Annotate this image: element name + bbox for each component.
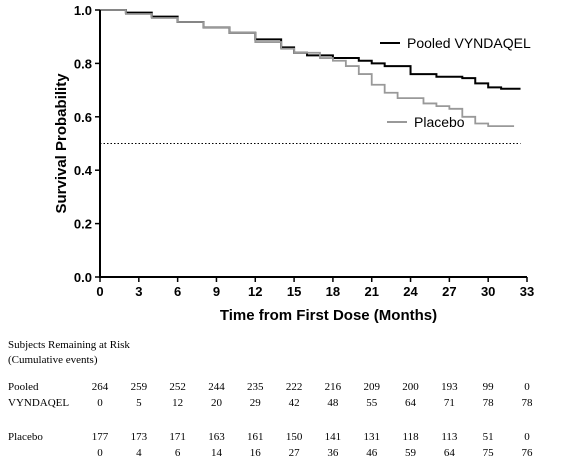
x-tick-label: 18 — [326, 284, 340, 299]
risk-at-risk-value: 113 — [441, 431, 458, 443]
risk-at-risk-value: 235 — [247, 381, 264, 393]
x-tick-label: 30 — [481, 284, 495, 299]
risk-events-value: 64 — [405, 397, 417, 409]
risk-at-risk-value: 244 — [208, 381, 225, 393]
risk-events-value: 14 — [210, 447, 222, 459]
risk-events-value: 76 — [521, 447, 533, 459]
risk-row-label-placebo: Placebo — [8, 431, 43, 443]
risk-events-value: 75 — [482, 447, 494, 459]
series-line-placebo — [100, 9, 515, 128]
risk-at-risk-value: 99 — [482, 381, 494, 393]
survival-chart: 0 3 6 9 12 15 18 21 24 27 30 33 0.00.20.40.60.81.0 … — [53, 3, 534, 324]
risk-at-risk-value: 264 — [91, 381, 109, 393]
risk-events-value: 59 — [405, 447, 417, 459]
y-tick-label: 1.0 — [74, 3, 92, 18]
risk-at-risk-value: 177 — [91, 431, 109, 443]
y-tick-label: 0.8 — [74, 56, 92, 71]
risk-row-label-pooled-line1: Pooled — [8, 381, 39, 393]
risk-at-risk-value: 259 — [130, 381, 148, 393]
y-tick-label: 0.6 — [74, 110, 92, 125]
y-tick-label: 0.4 — [74, 163, 93, 178]
x-tick-label: 27 — [442, 284, 456, 299]
risk-at-risk-value: 163 — [208, 431, 225, 443]
risk-events-value: 48 — [327, 397, 339, 409]
risk-events-value: 5 — [136, 397, 142, 409]
risk-at-risk-value: 0 — [524, 431, 530, 443]
risk-events-value: 16 — [249, 447, 261, 459]
risk-events-value: 20 — [210, 397, 222, 409]
x-tick-label: 0 — [96, 284, 103, 299]
y-tick-label: 0.2 — [74, 217, 92, 232]
y-axis-label: Survival Probability — [53, 73, 70, 214]
risk-events-value: 64 — [443, 447, 455, 459]
x-tick-label: 6 — [174, 284, 181, 299]
risk-at-risk-value: 173 — [130, 431, 148, 443]
risk-at-risk-value: 118 — [402, 431, 419, 443]
risk-events-value: 55 — [366, 397, 378, 409]
risk-at-risk-value: 171 — [169, 431, 186, 443]
risk-events-value: 29 — [249, 397, 261, 409]
risk-events-value: 27 — [288, 447, 300, 459]
risk-events-value: 46 — [366, 447, 378, 459]
risk-events-value: 4 — [136, 447, 142, 459]
risk-events-value: 6 — [174, 447, 181, 459]
risk-at-risk-value: 141 — [324, 431, 342, 443]
risk-events-value: 0 — [97, 447, 103, 459]
legend-label: Placebo — [414, 114, 465, 130]
risk-events-value: 78 — [482, 397, 494, 409]
risk-at-risk-value: 131 — [363, 431, 380, 443]
risk-events-value: 71 — [443, 397, 455, 409]
x-axis-label: Time from First Dose (Months) — [220, 307, 437, 324]
risk-at-risk-value: 150 — [285, 431, 303, 443]
risk-at-risk-value: 209 — [363, 381, 380, 393]
risk-row-label-pooled-line2: VYNDAQEL — [8, 397, 70, 409]
x-tick-label: 15 — [287, 284, 301, 299]
x-tick-label: 21 — [364, 284, 378, 299]
y-tick-label: 0.0 — [74, 270, 92, 285]
risk-at-risk-value: 193 — [441, 381, 458, 393]
x-tick-label: 3 — [135, 284, 142, 299]
risk-events-value: 0 — [97, 397, 103, 409]
risk-events-value: 42 — [288, 397, 300, 409]
risk-at-risk-value: 161 — [247, 431, 264, 443]
risk-events-value: 78 — [521, 397, 533, 409]
risk-at-risk-value: 252 — [169, 381, 186, 393]
x-tick-label: 33 — [520, 284, 534, 299]
x-tick-label: 9 — [213, 284, 220, 299]
risk-at-risk-value: 216 — [324, 381, 342, 393]
risk-events-value: 36 — [327, 447, 339, 459]
x-tick-label: 24 — [403, 284, 418, 299]
legend: Pooled VYNDAQEL Placebo — [380, 35, 531, 130]
risk-table-title: Subjects Remaining at Risk — [8, 339, 130, 351]
risk-at-risk-value: 222 — [285, 381, 303, 393]
risk-at-risk-value: 200 — [402, 381, 419, 393]
risk-events-value: 12 — [172, 397, 184, 409]
risk-at-risk-value: 0 — [524, 381, 530, 393]
x-tick-label: 12 — [248, 284, 262, 299]
risk-at-risk-value: 51 — [482, 431, 494, 443]
legend-label: Pooled VYNDAQEL — [407, 35, 531, 51]
risk-table-subtitle: (Cumulative events) — [8, 354, 98, 366]
